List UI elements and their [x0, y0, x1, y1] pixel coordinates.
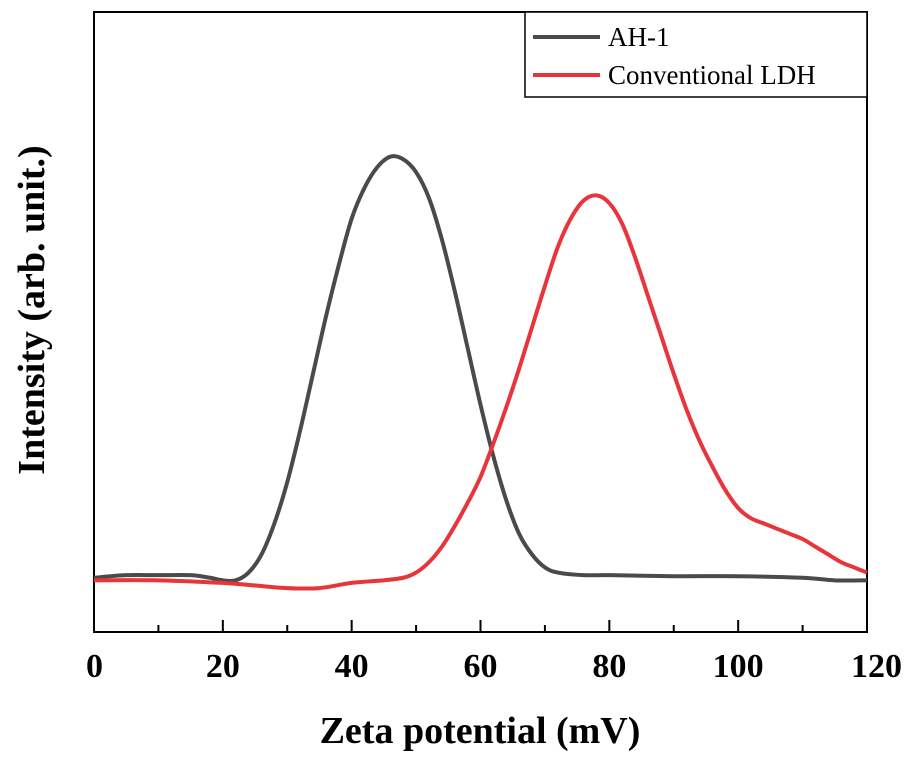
x-tick-label: 100: [713, 648, 764, 685]
series-line-conventional-ldh: [93, 193, 868, 591]
x-tick-label: 120: [851, 648, 902, 685]
legend-label-ah-1: AH-1: [608, 22, 670, 52]
series-line-ah-1: [93, 154, 868, 584]
x-tick-label: 20: [206, 648, 240, 685]
series-layer: [93, 154, 868, 591]
x-tick-label: 80: [592, 648, 626, 685]
x-tick-label: 60: [464, 648, 498, 685]
legend: AH-1 Conventional LDH: [524, 11, 868, 98]
plot-frame: [93, 11, 868, 633]
legend-label-conventional-ldh: Conventional LDH: [608, 60, 816, 90]
x-tick-labels: 0 20 40 60 80 100 120: [86, 648, 902, 685]
x-axis-title: Zeta potential (mV): [320, 710, 641, 752]
x-tick-label: 40: [335, 648, 369, 685]
y-axis-title: Intensity (arb. unit.): [11, 145, 53, 474]
x-ticks: [93, 620, 868, 632]
x-tick-label: 0: [86, 648, 103, 685]
legend-box: [524, 11, 868, 98]
